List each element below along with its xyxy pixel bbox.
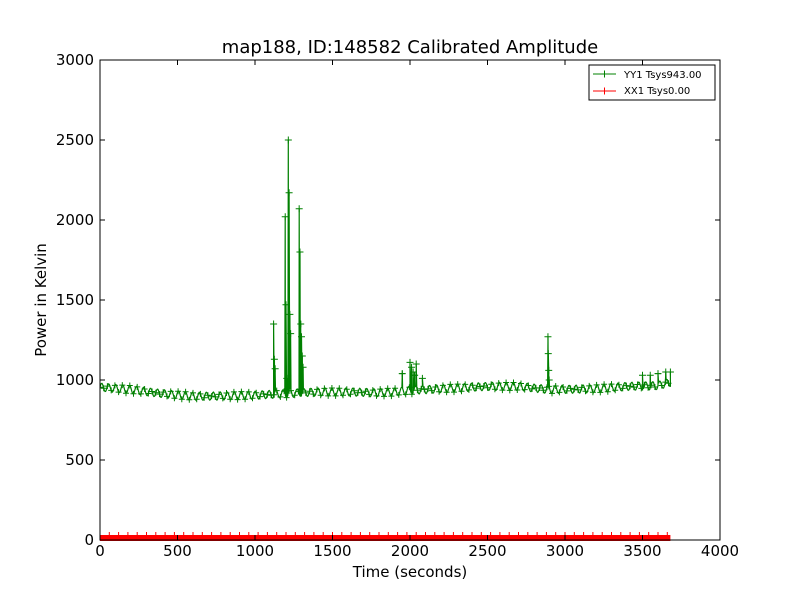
series-yy1-spike-marker-7 <box>285 189 293 197</box>
series-yy1-spike-marker-17 <box>406 358 414 366</box>
series-yy1-spike-marker-13 <box>298 333 305 341</box>
legend-box <box>588 64 716 101</box>
legend: YY1 Tsys943.00 XX1 Tsys0.00 <box>588 64 716 101</box>
series-yy1-spike-marker-4 <box>282 301 290 309</box>
plot-frame <box>99 59 721 541</box>
legend-label-yy1: YY1 Tsys943.00 <box>623 70 702 81</box>
series-yy1-spike-marker-11 <box>296 248 304 256</box>
series-yy1-spike-marker-0 <box>270 320 278 328</box>
y-tick-label-0: 0 <box>84 531 94 549</box>
series-yy1-spike-marker-9 <box>287 330 295 338</box>
x-tick-label-4: 2000 <box>391 542 429 560</box>
series-yy1-spike-marker-26 <box>545 376 553 384</box>
chart-title: map188, ID:148582 Calibrated Amplitude <box>222 37 598 58</box>
axis-ticks: 0 500 1000 1500 2000 2500 3000 3500 4000 0 500 1000… <box>56 51 739 560</box>
x-tick-label-1: 500 <box>163 542 192 560</box>
x-tick-label-7: 3500 <box>623 542 661 560</box>
series-yy1-spike-marker-6 <box>284 136 292 144</box>
y-tick-label-2: 1000 <box>56 371 94 389</box>
series-yy1-spike-marker-24 <box>544 350 552 358</box>
y-axis-label: Power in Kelvin <box>32 243 50 357</box>
y-tick-label-1: 500 <box>65 451 94 469</box>
series-yy1-spike-marker-5 <box>283 374 291 382</box>
series-yy1-spike-marker-10 <box>295 205 303 213</box>
series-yy1-spike-marker-27 <box>639 371 646 379</box>
series-yy1-spike-marker-1 <box>270 355 278 363</box>
series-yy1-spike-marker-28 <box>646 371 654 379</box>
plot-data-layer <box>100 136 674 541</box>
series-yy1-line <box>100 139 671 402</box>
x-tick-label-6: 3000 <box>546 542 584 560</box>
series-yy1-spike-marker-15 <box>299 363 307 371</box>
series-yy1-spike-marker-14 <box>298 352 306 360</box>
x-axis-label: Time (seconds) <box>352 563 468 581</box>
series-yy1-spike-marker-2 <box>271 365 279 373</box>
x-tick-label-2: 1000 <box>236 542 274 560</box>
series-yy1-spike-marker-31 <box>666 368 674 376</box>
legend-label-xx1: XX1 Tsys0.00 <box>624 86 690 97</box>
series-yy1-markers <box>100 321 672 403</box>
y-tick-label-3: 1500 <box>56 291 94 309</box>
x-tick-label-5: 2500 <box>468 542 506 560</box>
y-tick-label-5: 2500 <box>56 131 94 149</box>
y-tick-label-4: 2000 <box>56 211 94 229</box>
series-yy1-spike-marker-21 <box>412 360 420 368</box>
series-yy1-spike-marker-19 <box>409 368 417 376</box>
series-yy1-spike-marker-8 <box>286 310 294 318</box>
series-yy1-spike-marker-25 <box>545 366 553 374</box>
series-group <box>100 136 674 541</box>
series-yy1-spike-marker-3 <box>281 213 289 221</box>
series-xx1-line <box>100 535 671 541</box>
x-tick-label-3: 1500 <box>313 542 351 560</box>
x-tick-label-8: 4000 <box>701 542 739 560</box>
series-yy1-spike-marker-22 <box>418 374 426 382</box>
series-xx1-markers <box>100 532 668 540</box>
series-yy1-spike-marker-23 <box>544 333 552 341</box>
series-yy1-spike-marker-18 <box>408 363 416 371</box>
x-tick-label-0: 0 <box>95 542 105 560</box>
y-tick-label-6: 3000 <box>56 51 94 69</box>
